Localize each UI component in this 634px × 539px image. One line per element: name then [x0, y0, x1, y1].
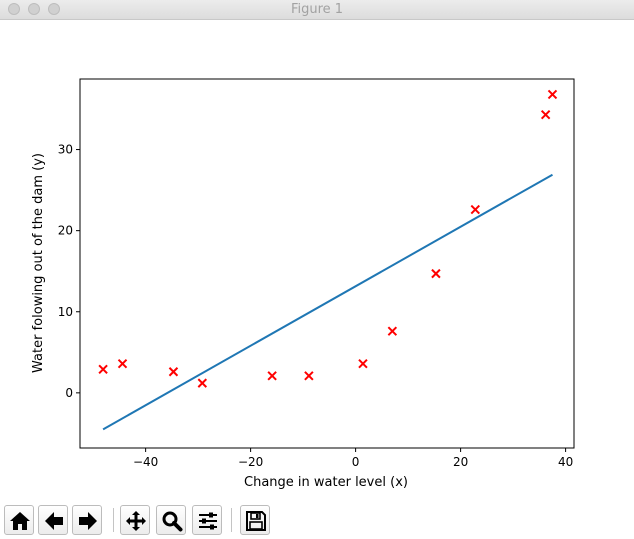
x-tick-label: 0	[352, 455, 360, 469]
figure-canvas[interactable]: −40 −20 0 20 40 0 10 20 30 Change in water level…	[0, 20, 634, 503]
arrow-left-icon	[45, 512, 63, 530]
sliders-icon	[199, 512, 217, 530]
data-point-stroke	[358, 358, 368, 369]
data-point	[470, 204, 481, 215]
data-point	[304, 371, 314, 381]
y-tick-label: 10	[58, 305, 73, 319]
data-point-stroke	[197, 378, 208, 388]
data-point	[540, 109, 551, 120]
save-button[interactable]	[240, 505, 270, 535]
data-point	[267, 371, 277, 381]
toolbar-separator	[113, 508, 114, 532]
data-point-stroke	[98, 364, 108, 375]
data-point	[98, 364, 108, 375]
y-tick-label: 0	[65, 386, 73, 400]
data-point-stroke	[540, 109, 551, 120]
fit-line	[102, 173, 553, 431]
maximize-window-button[interactable]	[48, 3, 60, 15]
y-tick-label: 20	[58, 224, 73, 238]
toolbar-separator	[231, 508, 232, 532]
y-tick-label: 30	[58, 143, 73, 157]
home-button[interactable]	[4, 505, 34, 535]
data-point	[547, 89, 558, 100]
zoom-button[interactable]	[156, 505, 186, 535]
data-point-stroke	[168, 367, 179, 377]
navigation-toolbar	[0, 503, 634, 539]
data-point-stroke	[547, 89, 558, 100]
back-button[interactable]	[38, 505, 68, 535]
x-tick-label: 40	[558, 455, 573, 469]
window-titlebar: Figure 1	[0, 0, 634, 20]
arrow-right-icon	[79, 512, 97, 530]
data-point	[168, 367, 179, 377]
move-icon	[126, 511, 146, 531]
floppy-disk-icon	[246, 511, 266, 531]
x-axis-label: Change in water level (x)	[244, 475, 408, 490]
magnifier-icon	[162, 511, 183, 532]
x-tick-label: 20	[453, 455, 468, 469]
x-tick-label: −20	[238, 455, 263, 469]
x-tick-label: −40	[133, 455, 158, 469]
y-axis-label: Water folowing out of the dam (y)	[31, 153, 46, 373]
data-point-stroke	[304, 371, 314, 381]
data-point-stroke	[387, 326, 398, 336]
data-point	[387, 326, 398, 336]
home-icon	[10, 512, 30, 530]
data-point	[358, 358, 368, 369]
pan-button[interactable]	[120, 505, 150, 535]
close-window-button[interactable]	[8, 3, 20, 15]
minimize-window-button[interactable]	[28, 3, 40, 15]
data-point-stroke	[470, 204, 481, 215]
data-point	[117, 358, 128, 369]
data-point-stroke	[267, 371, 277, 381]
data-point	[431, 268, 441, 279]
configure-subplots-button[interactable]	[192, 505, 222, 535]
data-point	[197, 378, 208, 388]
data-point-stroke	[431, 268, 441, 279]
window-title: Figure 1	[290, 2, 344, 17]
axes-frame	[79, 78, 575, 449]
forward-button[interactable]	[72, 505, 102, 535]
data-point-stroke	[117, 358, 128, 369]
